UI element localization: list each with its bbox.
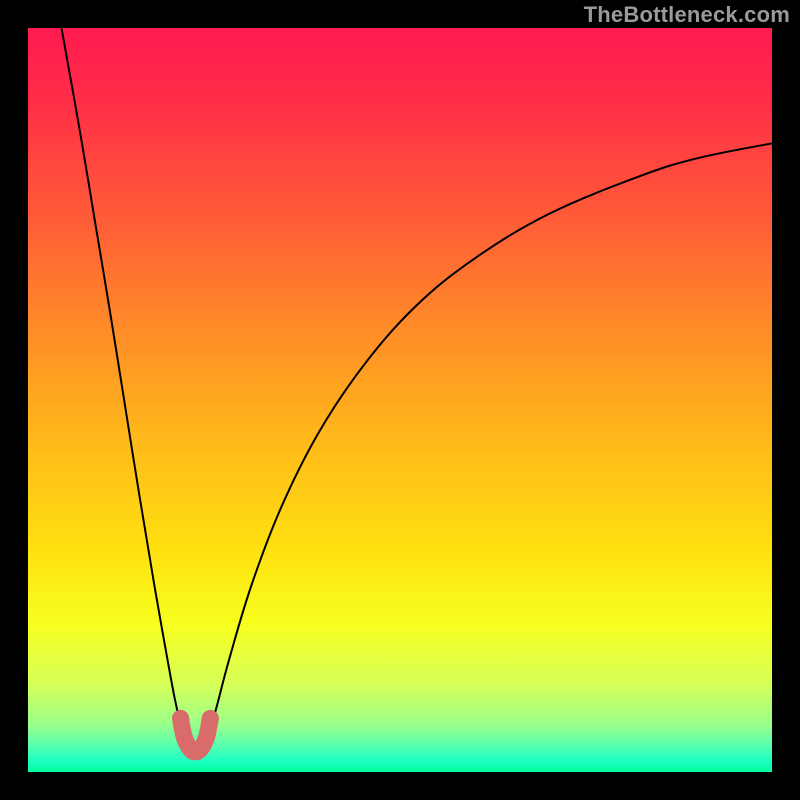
gradient-background (28, 28, 772, 772)
trough-dot-left (172, 710, 189, 727)
trough-dot-right (202, 710, 219, 727)
plot-area (28, 28, 772, 772)
watermark-text: TheBottleneck.com (584, 2, 790, 28)
figure-outer: TheBottleneck.com (0, 0, 800, 800)
bottleneck-chart-svg (28, 28, 772, 772)
